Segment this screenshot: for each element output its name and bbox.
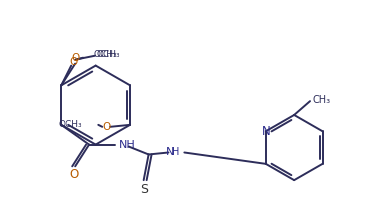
Text: N: N [261, 125, 270, 138]
Text: NH: NH [119, 140, 135, 150]
Text: O: O [102, 122, 111, 132]
Text: N: N [165, 146, 174, 157]
Text: CH₃: CH₃ [312, 95, 330, 105]
Text: O: O [71, 53, 79, 63]
Text: H: H [172, 146, 180, 157]
Text: O: O [69, 57, 77, 67]
Text: OCH₃: OCH₃ [59, 120, 82, 129]
Text: S: S [140, 183, 147, 196]
Text: O: O [70, 168, 79, 181]
Text: OCH₃: OCH₃ [96, 50, 120, 59]
Text: OCH₃: OCH₃ [93, 50, 117, 59]
